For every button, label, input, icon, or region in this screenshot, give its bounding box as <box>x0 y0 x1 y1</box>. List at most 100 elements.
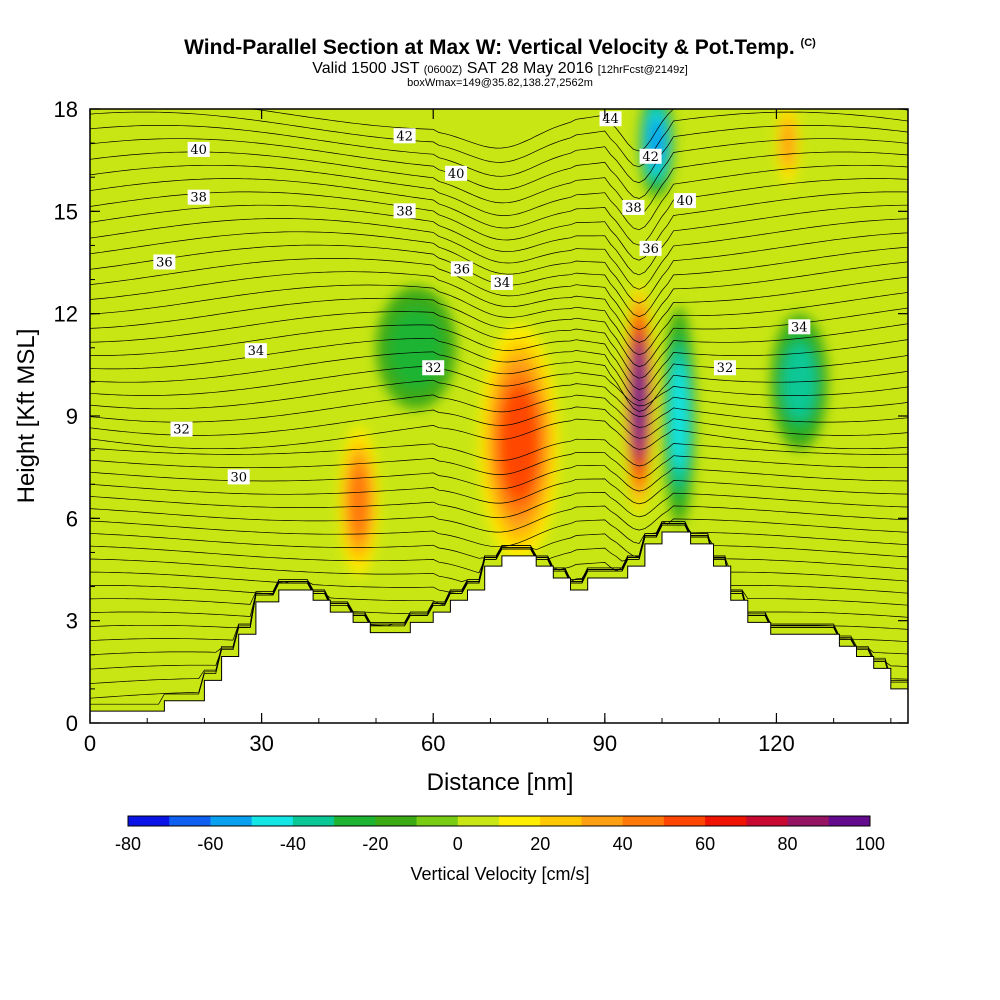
contour-label: 38 <box>187 189 210 206</box>
contour-label-bg <box>227 469 250 485</box>
colorbar-swatch <box>581 816 624 826</box>
velocity-band <box>781 119 795 167</box>
isentrope-line <box>90 109 908 152</box>
contour-label: 36 <box>153 254 176 271</box>
isentrope-line <box>90 151 908 215</box>
x-tick-label: 30 <box>249 731 273 756</box>
contour-label-text: 32 <box>425 361 442 376</box>
isentrope-line <box>90 125 908 184</box>
colorbar-swatch <box>416 816 459 826</box>
colorbar-swatch <box>251 816 294 826</box>
isentrope-line <box>90 379 908 417</box>
velocity-band <box>499 385 539 501</box>
x-tick-label: 0 <box>84 731 96 756</box>
isentrope-line <box>90 337 908 401</box>
velocity-band <box>633 350 645 448</box>
y-tick-label: 0 <box>66 711 78 736</box>
isentrope-line <box>90 451 908 479</box>
contour-label: 36 <box>639 240 662 257</box>
y-tick-label: 18 <box>54 97 78 122</box>
contour-label: 38 <box>622 199 645 216</box>
contour-label-bg <box>187 141 210 157</box>
subtitle-forecast: [12hrFcst@2149z] <box>597 64 688 76</box>
velocity-feature <box>338 426 379 577</box>
contour-label: 36 <box>450 261 473 277</box>
contour-label-bg <box>639 148 662 164</box>
contour-label-bg <box>639 240 662 256</box>
contour-label-text: 34 <box>791 320 808 335</box>
isentrope-line <box>90 204 908 276</box>
contour-label-bg <box>673 193 696 209</box>
colorbar-swatch <box>787 816 830 826</box>
y-tick-label: 6 <box>66 506 78 531</box>
colorbar-tick-label: 40 <box>613 834 633 854</box>
isentrope-line <box>90 164 908 231</box>
contour-label-text: 32 <box>717 361 734 376</box>
contour-label: 32 <box>713 360 736 376</box>
colorbar-tick-label: -80 <box>115 834 141 854</box>
y-tick-label: 15 <box>54 199 78 224</box>
contour-label-bg <box>244 343 267 359</box>
chart-subtitle: Valid 1500 JST (0600Z) SAT 28 May 2016 [… <box>0 60 1000 78</box>
isentrope-line <box>90 478 908 505</box>
x-tick-label: 120 <box>758 731 795 756</box>
contour-label-bg <box>170 421 193 437</box>
colorbar-swatch <box>746 816 789 826</box>
y-tick-label: 3 <box>66 609 78 634</box>
contour-label-bg <box>450 261 473 277</box>
velocity-shading <box>338 109 828 577</box>
velocity-band <box>389 306 444 390</box>
isentrope-line <box>90 218 908 290</box>
colorbar-tick-label: -40 <box>280 834 306 854</box>
contour-label-bg <box>153 254 176 270</box>
isentrope-line <box>90 524 908 574</box>
contour-label-bg <box>187 189 210 205</box>
contour-label-bg <box>445 165 468 181</box>
chart-subtitle-2: boxWmax=149@35.82,138.27,2562m <box>407 77 593 89</box>
velocity-band <box>348 462 370 540</box>
x-tick-label: 90 <box>593 731 617 756</box>
isentrope-line <box>90 523 908 559</box>
isentrope-line <box>90 111 908 168</box>
colorbar-swatch <box>169 816 211 826</box>
contour-label: 40 <box>445 165 468 182</box>
x-axis-label: Distance [nm] <box>427 769 574 796</box>
colorbar-tick-label: 80 <box>778 834 798 854</box>
chart-title: Wind-Parallel Section at Max W: Vertical… <box>184 36 816 59</box>
colorbar-label: Vertical Velocity [cm/s] <box>410 864 589 884</box>
contour-label-text: 32 <box>173 423 190 438</box>
y-tick-label: 9 <box>66 404 78 429</box>
isentrope-line <box>90 324 908 390</box>
x-tick-label: 60 <box>421 731 445 756</box>
terrain-polygon <box>89 531 909 724</box>
contour-label: 40 <box>673 193 696 209</box>
velocity-feature <box>478 323 560 563</box>
contour-label-text: 34 <box>494 276 511 291</box>
colorbar: -80 -60 -40 -20 0 20 40 60 80 100 <box>115 815 885 854</box>
y-tick-label: 12 <box>54 302 78 327</box>
contour-label-text: 38 <box>190 191 207 206</box>
colorbar-tick-label: 20 <box>530 834 550 854</box>
colorbar-swatch <box>622 816 665 826</box>
isentrope-line <box>90 518 908 548</box>
contour-label-bg <box>422 360 445 376</box>
contour-label: 32 <box>170 421 193 438</box>
contour-label-text: 38 <box>396 204 413 219</box>
contour-label: 30 <box>227 469 250 485</box>
contour-label-text: 36 <box>454 262 471 277</box>
colorbar-swatch <box>128 816 170 826</box>
subtitle-zulu: (0600Z) <box>423 64 463 76</box>
contour-label-bg <box>713 360 736 376</box>
velocity-feature <box>625 282 653 515</box>
colorbar-tick-label: 100 <box>855 834 885 854</box>
contour-label: 40 <box>187 141 210 158</box>
potential-temperature-contours <box>90 109 908 705</box>
contour-label: 34 <box>244 343 267 359</box>
isentrope-line <box>90 505 908 533</box>
isentrope-line <box>90 365 908 407</box>
isentrope-line <box>90 438 908 467</box>
isentrope-line <box>90 178 908 246</box>
contour-label-bg <box>393 203 416 219</box>
